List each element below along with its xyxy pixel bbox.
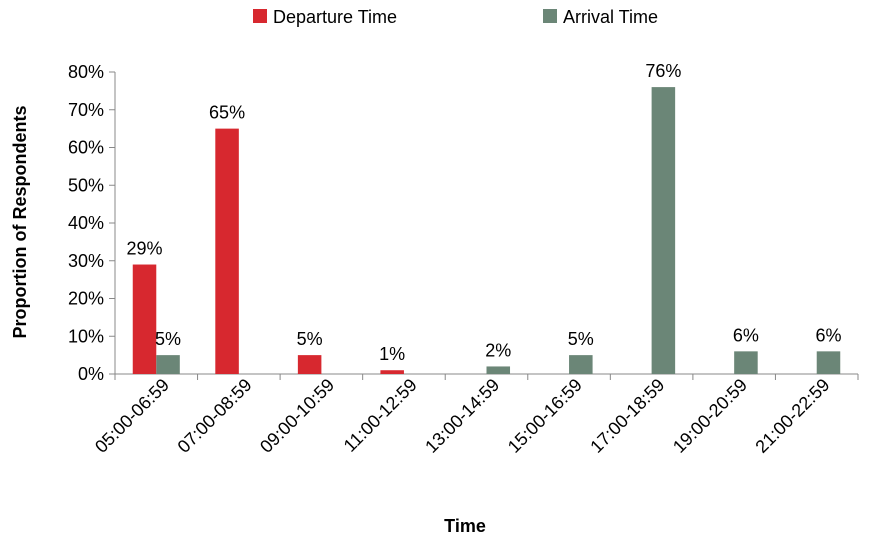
data-label: 5% xyxy=(568,329,594,349)
bar-arrival-time xyxy=(816,351,841,374)
bar-departure-time xyxy=(380,370,404,374)
data-label: 6% xyxy=(733,325,759,345)
y-tick-label: 60% xyxy=(68,138,104,158)
data-label: 5% xyxy=(155,329,181,349)
data-label: 5% xyxy=(297,329,323,349)
x-tick-label: 05:00-06:59 xyxy=(91,375,173,457)
y-tick-label: 20% xyxy=(68,289,104,309)
x-axis-title: Time xyxy=(444,516,486,536)
legend-label-departure-time: Departure Time xyxy=(273,7,397,27)
x-tick-label: 15:00-16:59 xyxy=(504,375,586,457)
bar-arrival-time xyxy=(486,366,511,374)
x-tick-label: 19:00-20:59 xyxy=(669,375,751,457)
data-label: 76% xyxy=(645,61,681,81)
bar-arrival-time xyxy=(156,355,180,374)
legend: Departure Time Arrival Time xyxy=(253,7,658,27)
bar-departure-time xyxy=(215,128,239,374)
bar-arrival-time xyxy=(569,355,593,374)
bar-departure-time xyxy=(297,355,322,374)
data-label: 6% xyxy=(815,325,841,345)
x-tick-label: 13:00-14:59 xyxy=(421,375,503,457)
data-label: 2% xyxy=(485,340,511,360)
data-label: 1% xyxy=(379,344,405,364)
x-tick-label: 17:00-18:59 xyxy=(586,375,668,457)
x-tick-label: 11:00-12:59 xyxy=(340,375,421,456)
y-tick-label: 30% xyxy=(68,251,104,271)
y-tick-label: 80% xyxy=(68,62,104,82)
y-axis: 0% 10% 20% 30% 40% 50% 60% 70% 80% xyxy=(68,62,116,384)
data-labels: 29% 65% 5% 1% 5% 2% 5% 76% 6% 6% xyxy=(126,61,841,364)
legend-label-arrival-time: Arrival Time xyxy=(563,7,658,27)
bars xyxy=(132,87,841,374)
bar-arrival-time xyxy=(734,351,758,374)
legend-swatch-departure-time xyxy=(253,9,267,23)
legend-swatch-arrival-time xyxy=(543,9,557,23)
x-axis: 05:00-06:59 07:00-08:59 09:00-10:59 11:00-1… xyxy=(91,373,859,457)
bar-arrival-time xyxy=(651,87,676,374)
y-tick-label: 0% xyxy=(78,364,104,384)
y-axis-title: Proportion of Respondents xyxy=(10,106,30,339)
y-tick-label: 50% xyxy=(68,175,104,195)
y-tick-label: 40% xyxy=(68,213,104,233)
y-tick-label: 10% xyxy=(68,326,104,346)
x-tick-label: 07:00-08:59 xyxy=(174,375,256,457)
y-tick-label: 70% xyxy=(68,100,104,120)
data-label: 29% xyxy=(126,239,162,259)
bar-departure-time xyxy=(132,264,157,374)
data-label: 65% xyxy=(209,103,245,123)
x-tick-label: 21:00-22:59 xyxy=(751,375,833,457)
x-tick-label: 09:00-10:59 xyxy=(256,375,338,457)
